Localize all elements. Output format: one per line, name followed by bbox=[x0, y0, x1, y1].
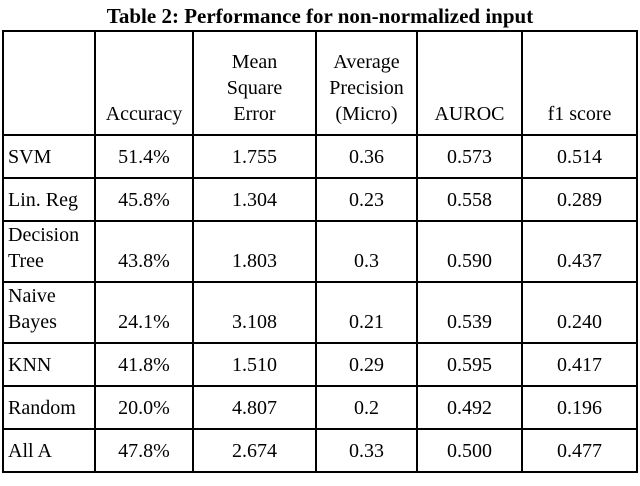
cell-f1-score: 0.240 bbox=[521, 281, 638, 344]
header-accuracy: Accuracy bbox=[94, 30, 194, 136]
cell-average-precision: 0.21 bbox=[315, 281, 418, 344]
cell-accuracy: 51.4% bbox=[94, 134, 194, 179]
table-row-knn: KNN 41.8% 1.510 0.29 0.595 0.417 bbox=[2, 342, 638, 387]
cell-f1-score: 0.437 bbox=[521, 220, 638, 283]
cell-average-precision: 0.23 bbox=[315, 177, 418, 222]
cell-mean-square-error: 1.510 bbox=[192, 342, 317, 387]
cell-auroc: 0.573 bbox=[416, 134, 523, 179]
row-label: Naive Bayes bbox=[2, 281, 96, 344]
cell-mean-square-error: 1.304 bbox=[192, 177, 317, 222]
row-label: SVM bbox=[2, 134, 96, 179]
table-row-random: Random 20.0% 4.807 0.2 0.492 0.196 bbox=[2, 385, 638, 430]
row-label: Decision Tree bbox=[2, 220, 96, 283]
cell-accuracy: 24.1% bbox=[94, 281, 194, 344]
cell-f1-score: 0.417 bbox=[521, 342, 638, 387]
cell-mean-square-error: 1.803 bbox=[192, 220, 317, 283]
cell-average-precision: 0.36 bbox=[315, 134, 418, 179]
table-row-lin-reg: Lin. Reg 45.8% 1.304 0.23 0.558 0.289 bbox=[2, 177, 638, 222]
header-f1-score: f1 score bbox=[521, 30, 638, 136]
table-caption: Table 2: Performance for non-normalized … bbox=[106, 4, 534, 28]
header-mean-square-error: Mean Square Error bbox=[192, 30, 317, 136]
header-row: Accuracy Mean Square Error Average Preci… bbox=[2, 30, 638, 136]
cell-average-precision: 0.33 bbox=[315, 428, 418, 473]
cell-f1-score: 0.196 bbox=[521, 385, 638, 430]
cell-average-precision: 0.2 bbox=[315, 385, 418, 430]
cell-mean-square-error: 4.807 bbox=[192, 385, 317, 430]
cell-accuracy: 47.8% bbox=[94, 428, 194, 473]
cell-auroc: 0.595 bbox=[416, 342, 523, 387]
cell-auroc: 0.558 bbox=[416, 177, 523, 222]
row-label: All A bbox=[2, 428, 96, 473]
cell-f1-score: 0.289 bbox=[521, 177, 638, 222]
row-label: Lin. Reg bbox=[2, 177, 96, 222]
header-empty bbox=[2, 30, 96, 136]
header-average-precision-micro: Average Precision (Micro) bbox=[315, 30, 418, 136]
row-label: KNN bbox=[2, 342, 96, 387]
cell-average-precision: 0.29 bbox=[315, 342, 418, 387]
cell-accuracy: 43.8% bbox=[94, 220, 194, 283]
table-row-all-a: All A 47.8% 2.674 0.33 0.500 0.477 bbox=[2, 428, 638, 473]
cell-mean-square-error: 3.108 bbox=[192, 281, 317, 344]
row-label: Random bbox=[2, 385, 96, 430]
cell-accuracy: 41.8% bbox=[94, 342, 194, 387]
cell-f1-score: 0.477 bbox=[521, 428, 638, 473]
cell-auroc: 0.590 bbox=[416, 220, 523, 283]
cell-accuracy: 45.8% bbox=[94, 177, 194, 222]
cell-auroc: 0.492 bbox=[416, 385, 523, 430]
cell-f1-score: 0.514 bbox=[521, 134, 638, 179]
table-row-decision-tree: Decision Tree 43.8% 1.803 0.3 0.590 0.43… bbox=[2, 220, 638, 283]
cell-mean-square-error: 2.674 bbox=[192, 428, 317, 473]
table-row-naive-bayes: Naive Bayes 24.1% 3.108 0.21 0.539 0.240 bbox=[2, 281, 638, 344]
cell-auroc: 0.539 bbox=[416, 281, 523, 344]
performance-table: Accuracy Mean Square Error Average Preci… bbox=[2, 30, 638, 473]
table-row-svm: SVM 51.4% 1.755 0.36 0.573 0.514 bbox=[2, 134, 638, 179]
cell-accuracy: 20.0% bbox=[94, 385, 194, 430]
cell-mean-square-error: 1.755 bbox=[192, 134, 317, 179]
cell-average-precision: 0.3 bbox=[315, 220, 418, 283]
header-auroc: AUROC bbox=[416, 30, 523, 136]
cell-auroc: 0.500 bbox=[416, 428, 523, 473]
